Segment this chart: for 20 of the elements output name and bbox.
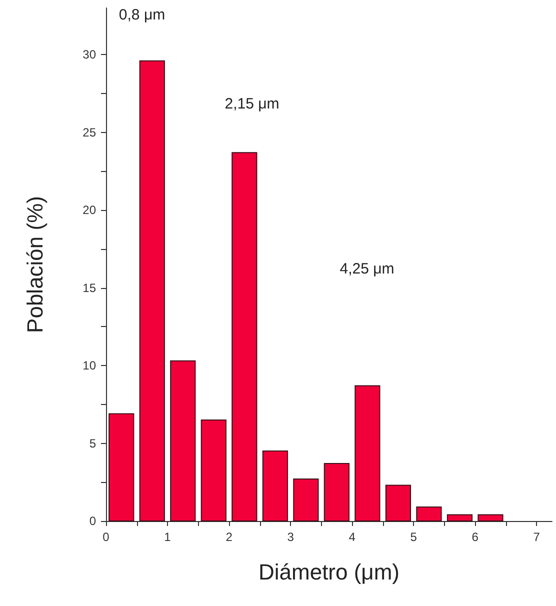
x-tick-label: 4 xyxy=(348,530,356,544)
x-axis-title: Diámetro (μm) xyxy=(258,560,400,584)
y-tick-label: 15 xyxy=(82,280,96,295)
x-tick-label: 6 xyxy=(472,530,479,544)
y-tick-label: 10 xyxy=(82,358,96,373)
x-tick-label: 1 xyxy=(164,530,172,544)
annotation: 4,25 μm xyxy=(340,260,394,278)
annotation: 2,15 μm xyxy=(224,96,280,112)
y-tick-label: 5 xyxy=(89,436,96,450)
annotation: 0,8 μm xyxy=(118,6,166,24)
x-tick-label: 3 xyxy=(287,530,294,544)
y-tick-label: 25 xyxy=(82,125,96,140)
x-tick-label: 5 xyxy=(410,530,418,544)
x-tick-label: 0 xyxy=(102,530,110,544)
y-tick-label: 20 xyxy=(82,203,96,218)
y-tick-label: 0 xyxy=(89,514,96,528)
y-tick-label: 30 xyxy=(82,48,96,62)
x-tick-label: 7 xyxy=(533,530,540,544)
y-axis-title: Población (%) xyxy=(22,196,48,333)
x-tick-label: 2 xyxy=(226,530,233,544)
